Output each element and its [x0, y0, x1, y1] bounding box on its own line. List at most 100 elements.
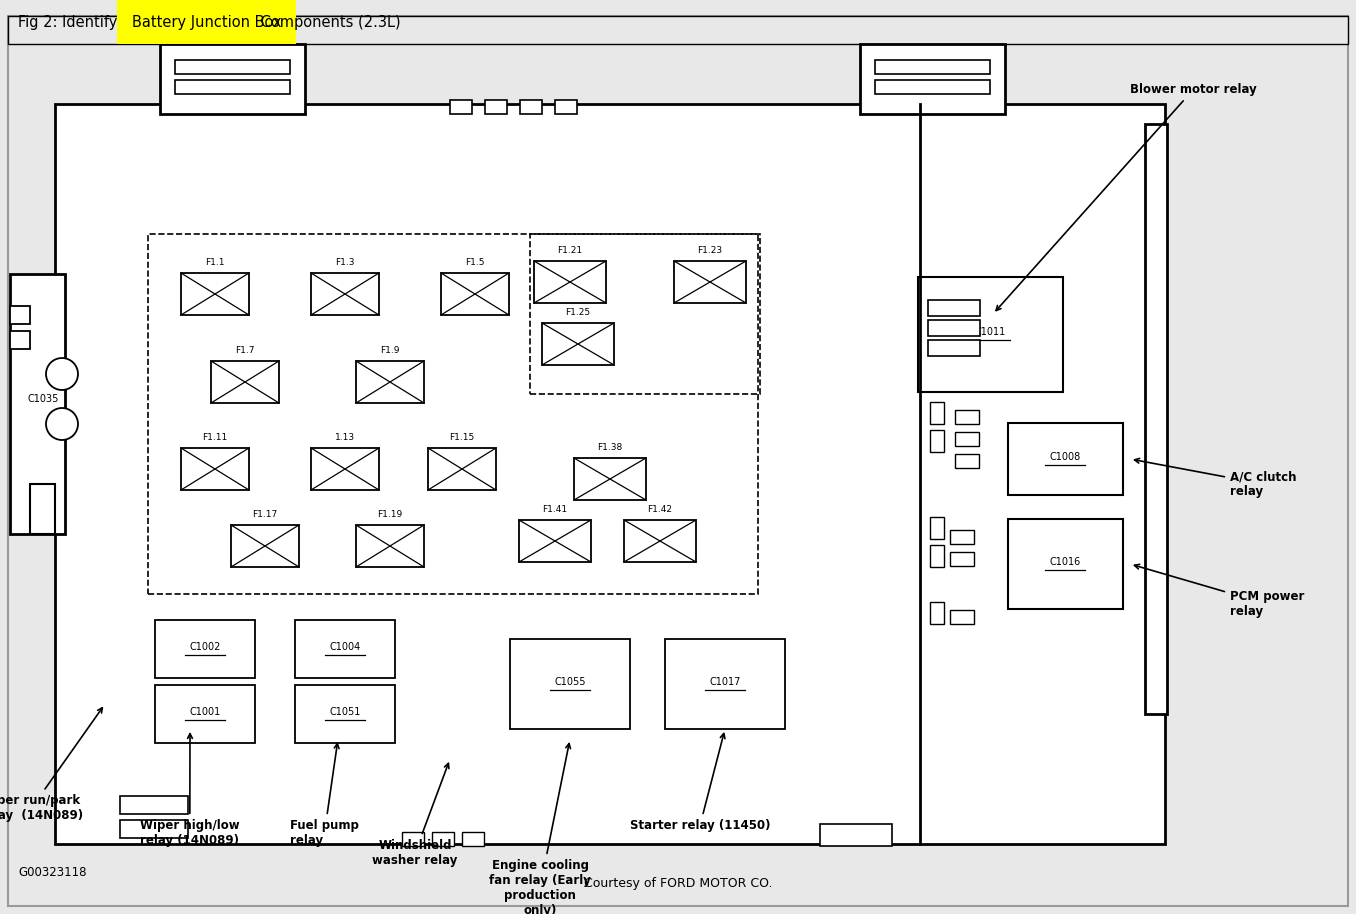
- Text: F1.15: F1.15: [449, 433, 475, 442]
- Bar: [624, 520, 696, 562]
- Text: Fig 2: Identifying: Fig 2: Identifying: [18, 15, 145, 29]
- Bar: [450, 100, 472, 114]
- Bar: [296, 685, 395, 743]
- Bar: [928, 320, 980, 336]
- Bar: [401, 832, 424, 846]
- Text: F1.41: F1.41: [542, 505, 568, 514]
- Bar: [428, 448, 496, 490]
- Text: F1.3: F1.3: [335, 258, 355, 267]
- Bar: [674, 261, 746, 303]
- Bar: [930, 545, 944, 567]
- Text: F1.5: F1.5: [465, 258, 484, 267]
- Bar: [9, 331, 30, 349]
- Bar: [519, 520, 591, 562]
- Text: C1017: C1017: [709, 677, 740, 687]
- Text: Blower motor relay: Blower motor relay: [997, 83, 1257, 311]
- Bar: [930, 602, 944, 624]
- Text: C1008: C1008: [1050, 452, 1081, 462]
- Circle shape: [46, 408, 79, 440]
- Bar: [930, 517, 944, 539]
- Bar: [9, 274, 65, 534]
- Text: F1.25: F1.25: [565, 308, 591, 317]
- Bar: [955, 454, 979, 468]
- Text: C1016: C1016: [1050, 557, 1081, 567]
- Circle shape: [46, 358, 79, 390]
- Bar: [519, 100, 542, 114]
- Bar: [462, 832, 484, 846]
- Bar: [951, 552, 974, 566]
- Bar: [119, 796, 188, 814]
- Text: C1002: C1002: [190, 642, 221, 652]
- Bar: [955, 432, 979, 446]
- Text: F1.21: F1.21: [557, 246, 583, 255]
- Text: Components (2.3L): Components (2.3L): [256, 15, 400, 29]
- Bar: [311, 448, 378, 490]
- Text: F1.38: F1.38: [598, 443, 622, 452]
- Bar: [180, 273, 250, 315]
- Bar: [357, 361, 424, 403]
- Bar: [860, 44, 1005, 114]
- Bar: [155, 620, 255, 678]
- Text: Windshield
washer relay: Windshield washer relay: [373, 763, 458, 867]
- Bar: [574, 458, 645, 500]
- Bar: [555, 100, 578, 114]
- Text: F1.19: F1.19: [377, 510, 403, 519]
- Text: C1055: C1055: [555, 677, 586, 687]
- Bar: [951, 530, 974, 544]
- Bar: [231, 525, 300, 567]
- Bar: [148, 234, 758, 594]
- Text: Battery Junction Box: Battery Junction Box: [132, 15, 282, 29]
- Bar: [175, 80, 290, 94]
- Bar: [30, 484, 56, 534]
- Bar: [119, 820, 188, 838]
- Bar: [875, 80, 990, 94]
- Bar: [433, 832, 454, 846]
- Text: F1.11: F1.11: [202, 433, 228, 442]
- Text: Fuel pump
relay: Fuel pump relay: [290, 744, 359, 847]
- Text: Engine cooling
fan relay (Early
production
only): Engine cooling fan relay (Early producti…: [490, 744, 591, 914]
- Text: C1011: C1011: [975, 327, 1006, 337]
- Text: Wiper high/low
relay (14N089): Wiper high/low relay (14N089): [140, 734, 240, 847]
- Bar: [510, 639, 631, 729]
- Text: F1.42: F1.42: [648, 505, 673, 514]
- Text: F1.17: F1.17: [252, 510, 278, 519]
- Bar: [357, 525, 424, 567]
- Bar: [542, 323, 614, 365]
- Bar: [155, 685, 255, 743]
- Text: C1001: C1001: [190, 707, 221, 717]
- Text: A/C clutch
relay: A/C clutch relay: [1135, 459, 1296, 498]
- Text: F1.7: F1.7: [235, 346, 255, 355]
- Bar: [296, 620, 395, 678]
- Bar: [8, 16, 1348, 44]
- Text: C1051: C1051: [330, 707, 361, 717]
- Bar: [820, 824, 892, 846]
- Bar: [1008, 423, 1123, 495]
- Text: 1.13: 1.13: [335, 433, 355, 442]
- Text: C1004: C1004: [330, 642, 361, 652]
- Bar: [1144, 124, 1168, 714]
- Text: C1035: C1035: [27, 394, 58, 404]
- Text: F1.1: F1.1: [205, 258, 225, 267]
- Bar: [930, 430, 944, 452]
- Bar: [311, 273, 378, 315]
- Bar: [441, 273, 508, 315]
- Bar: [530, 234, 759, 394]
- Text: F1.9: F1.9: [380, 346, 400, 355]
- Text: Starter relay (11450): Starter relay (11450): [629, 734, 770, 832]
- Bar: [56, 104, 1165, 844]
- Text: Courtesy of FORD MOTOR CO.: Courtesy of FORD MOTOR CO.: [583, 877, 773, 890]
- Text: G00323118: G00323118: [18, 866, 87, 878]
- Text: F1.23: F1.23: [697, 246, 723, 255]
- Bar: [918, 277, 1063, 391]
- Bar: [664, 639, 785, 729]
- Bar: [951, 610, 974, 624]
- Bar: [1008, 519, 1123, 609]
- Bar: [928, 340, 980, 356]
- Bar: [160, 44, 305, 114]
- Bar: [955, 410, 979, 424]
- Bar: [180, 448, 250, 490]
- Bar: [485, 100, 507, 114]
- Bar: [9, 306, 30, 324]
- Bar: [875, 60, 990, 74]
- Bar: [212, 361, 279, 403]
